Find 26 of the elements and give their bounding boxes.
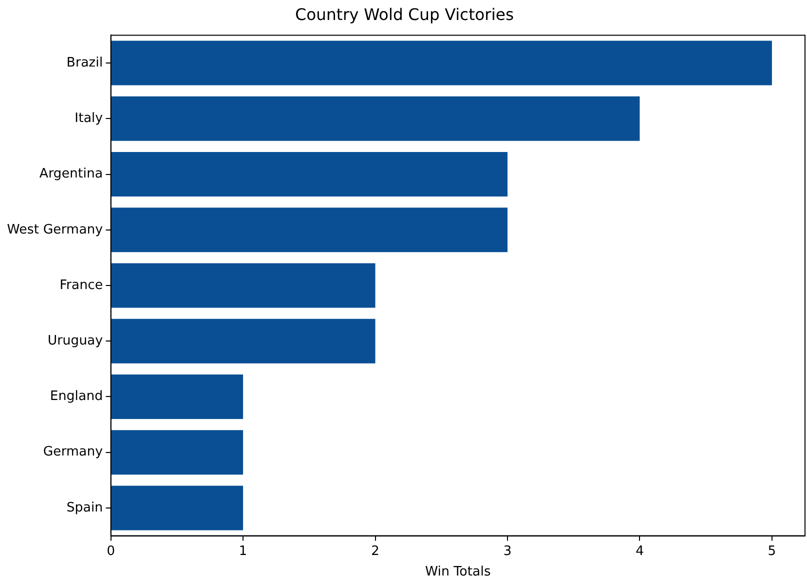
bar [111, 40, 772, 86]
x-axis-title: Win Totals [425, 564, 491, 580]
bar [111, 263, 376, 308]
x-tick-label: 3 [503, 544, 512, 559]
bar [111, 208, 508, 252]
x-tick-label: 4 [636, 544, 644, 559]
y-tick-label: Germany [43, 444, 104, 460]
bar [111, 96, 640, 141]
bar [111, 486, 244, 530]
x-tick-label: 0 [106, 544, 115, 559]
x-tick-label: 5 [768, 544, 776, 559]
y-tick-label: Uruguay [48, 333, 104, 348]
x-tick-label: 1 [238, 544, 248, 559]
y-tick-label: Brazil [66, 55, 103, 70]
y-tick-label: France [60, 278, 103, 293]
bar [111, 152, 508, 197]
y-tick-label: West Germany [7, 222, 104, 238]
y-tick-label: Spain [66, 500, 103, 516]
x-tick-label: 2 [371, 544, 380, 559]
bar [111, 374, 244, 419]
bar [111, 430, 244, 475]
y-tick-label: England [50, 389, 103, 404]
bar [111, 318, 376, 364]
y-tick-label: Argentina [39, 166, 103, 182]
chart-title: Country Wold Cup Victories [295, 4, 514, 24]
y-tick-label: Italy [74, 111, 104, 126]
